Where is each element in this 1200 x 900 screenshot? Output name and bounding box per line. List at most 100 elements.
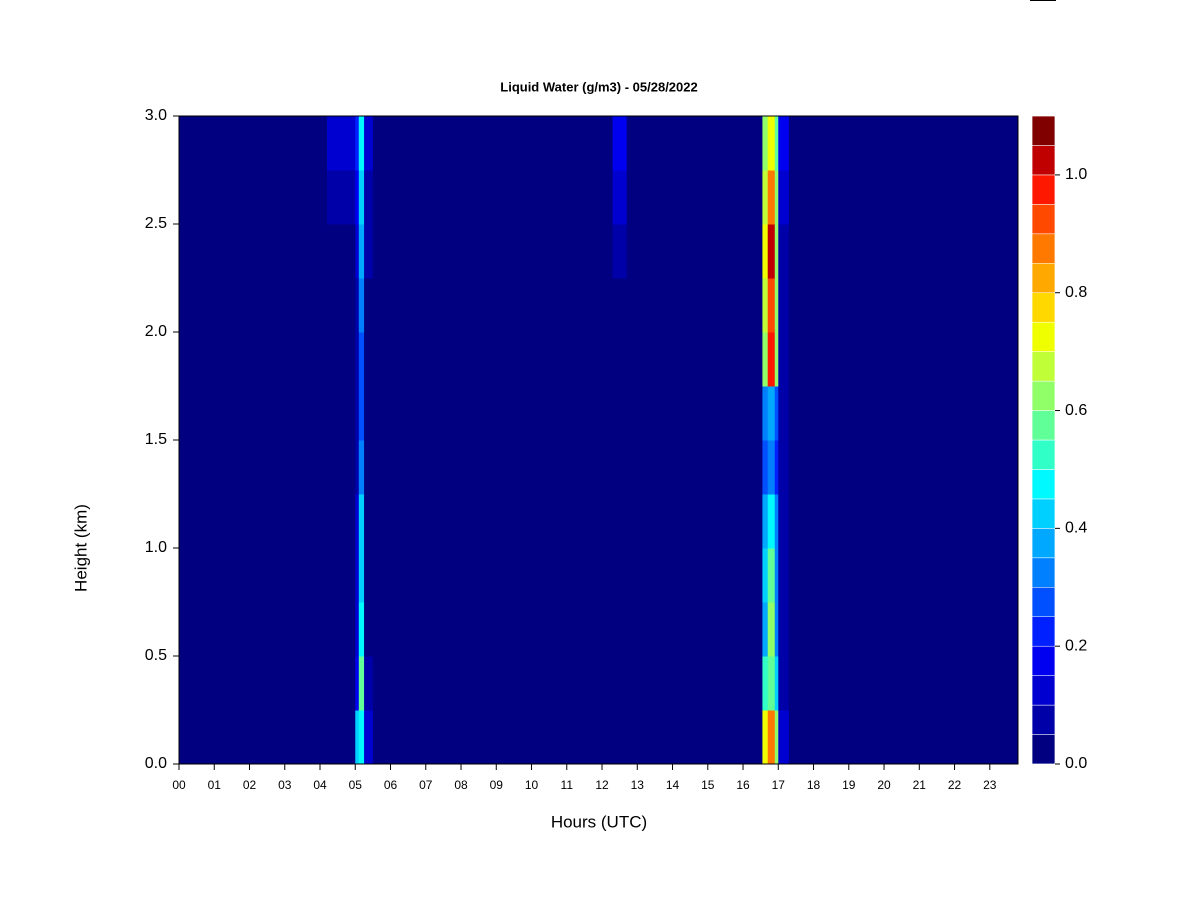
heat-cell [612,602,628,657]
heat-cell [358,116,365,171]
x-tick-label: 15 [701,778,715,792]
heat-cell [372,224,614,279]
x-tick-label: 22 [948,778,962,792]
colorbar-band [1031,734,1056,765]
colorbar-tick-label: 0.8 [1065,284,1087,301]
heat-cell [372,710,614,765]
heat-cell [762,656,769,711]
colorbar-band [1031,645,1056,676]
x-tick-label: 20 [877,778,891,792]
heat-cell [355,116,360,171]
heat-cell [774,602,779,657]
heat-cell [358,494,365,549]
heat-cell [774,710,779,765]
x-tick-label: 10 [525,778,539,792]
colorbar-band [1031,115,1056,146]
heat-cell [364,602,374,657]
colorbar-tick-label: 0.4 [1065,520,1087,537]
heat-cell [358,656,365,711]
heat-cell [179,116,328,171]
heat-cell [372,440,614,495]
heat-cell [626,548,763,603]
heat-cell [762,116,769,171]
chart-title: Liquid Water (g/m3) - 05/28/2022 [500,79,697,94]
heat-cell [762,332,769,387]
heat-cell [788,278,1019,333]
colorbar-tick-label: 1.0 [1065,166,1087,183]
heat-cell [372,116,614,171]
heat-cell [788,548,1019,603]
heat-cell [358,170,365,225]
heat-cell [355,710,360,765]
x-tick-label: 18 [807,778,821,792]
heat-cell [626,332,763,387]
heat-cell [327,386,356,441]
heat-cell [179,440,328,495]
heat-cell [774,224,779,279]
heat-cell [179,494,328,549]
heat-cell [778,386,790,441]
heat-cell [355,548,360,603]
heat-cell [762,548,769,603]
colorbar-band [1031,469,1056,500]
heat-cell [358,602,365,657]
heat-cell [372,548,614,603]
heat-cell [358,710,365,765]
y-axis-label: Height (km) [71,504,90,592]
heat-cell [612,440,628,495]
heat-cell [358,332,365,387]
heat-cell [788,440,1019,495]
heat-cell [364,332,374,387]
colorbar-band [1031,439,1056,470]
heat-cell [626,710,763,765]
y-tick-label: 2.5 [145,215,167,232]
x-tick-label: 09 [490,778,504,792]
colorbar-band [1031,263,1056,293]
heat-cell [358,386,365,441]
heat-cell [327,332,356,387]
heat-cell [355,440,360,495]
heat-cell [762,278,769,333]
x-tick-label: 05 [349,778,363,792]
colorbar-band [1031,321,1056,352]
heat-cell [788,494,1019,549]
heat-cell [355,170,360,225]
heat-cell [372,656,614,711]
heat-cell [762,224,769,279]
x-tick-label: 16 [736,778,750,792]
heat-cell [327,494,356,549]
colorbar-band [1031,204,1056,235]
heat-cell [778,710,790,765]
heat-cell [612,494,628,549]
heat-cell [372,170,614,225]
colorbar-band [1031,174,1056,205]
heat-cell [626,116,763,171]
heat-cell [355,602,360,657]
heat-cell [778,116,790,171]
heat-cell [778,224,790,279]
heat-cell [179,278,328,333]
x-tick-label: 01 [208,778,222,792]
heat-cell [355,278,360,333]
x-tick-label: 08 [454,778,468,792]
heat-cell [327,440,356,495]
heat-cell [179,332,328,387]
heat-cell [327,116,356,171]
y-tick-label: 1.0 [145,539,167,556]
heat-cell [767,170,776,225]
heat-cell [788,386,1019,441]
colorbar-band [1031,557,1056,588]
heat-cell [612,224,628,279]
colorbar-band [1031,351,1056,382]
heat-cell [774,440,779,495]
colorbar-band [1031,292,1056,323]
colorbar-band [1031,498,1056,529]
heat-cell [762,170,769,225]
heat-cell [179,386,328,441]
x-tick-label: 21 [913,778,927,792]
heat-cell [355,494,360,549]
heat-cell [626,278,763,333]
heat-cell [778,656,790,711]
heat-cell [179,224,328,279]
